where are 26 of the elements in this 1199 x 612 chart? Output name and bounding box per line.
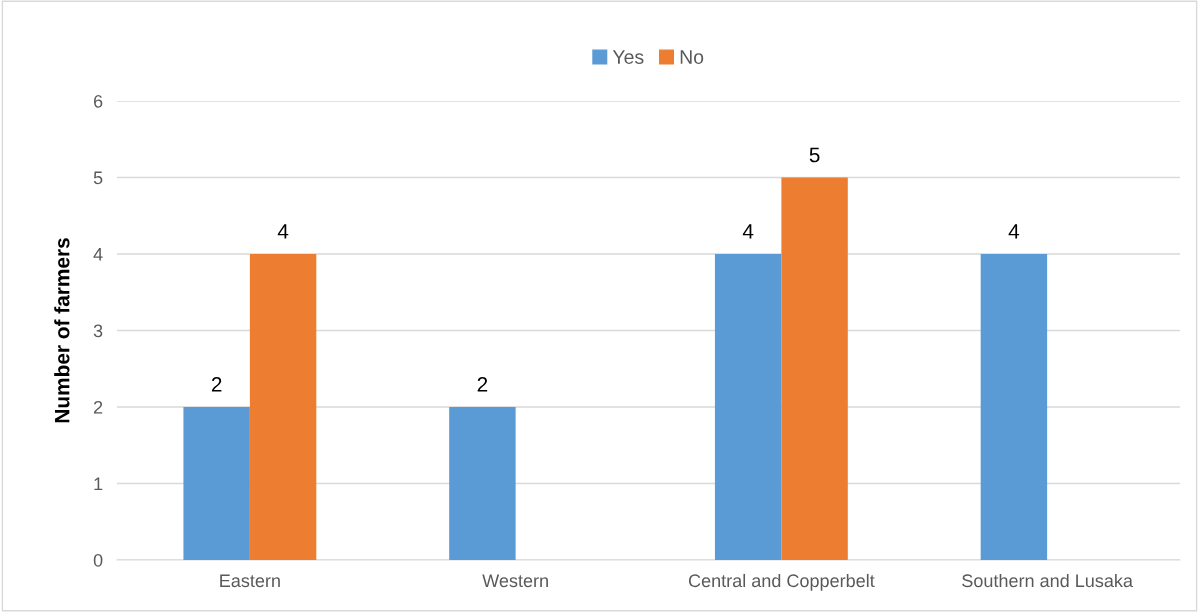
- data-label: 2: [477, 377, 488, 392]
- x-tick-label: Eastern: [220, 574, 280, 588]
- y-tick-label: 2: [93, 400, 103, 414]
- y-tick-label: 3: [93, 324, 103, 338]
- data-label: 2: [211, 377, 222, 392]
- legend-label: No: [680, 50, 704, 64]
- data-label: 4: [277, 224, 289, 239]
- x-tick-label: Southern and Lusaka: [962, 573, 1133, 588]
- bar: [183, 407, 250, 560]
- y-tick-label: 0: [93, 553, 103, 567]
- bar: [249, 254, 317, 560]
- bar: [714, 254, 782, 560]
- legend-label: Yes: [612, 50, 644, 64]
- y-axis-title: Number of farmers: [54, 238, 70, 423]
- x-tick-label: Central and Copperbelt: [688, 573, 875, 591]
- y-tick-label: 4: [93, 248, 103, 261]
- y-tick-label: 6: [93, 94, 103, 108]
- y-tick-label: 5: [93, 171, 103, 185]
- bar: [449, 407, 516, 560]
- data-label: 4: [742, 224, 754, 239]
- data-label: 4: [1008, 224, 1020, 239]
- data-label: 5: [809, 147, 820, 163]
- x-tick-label: Western: [482, 574, 548, 588]
- bar: [980, 254, 1048, 560]
- y-tick-label: 1: [94, 477, 103, 491]
- bar: [781, 177, 848, 560]
